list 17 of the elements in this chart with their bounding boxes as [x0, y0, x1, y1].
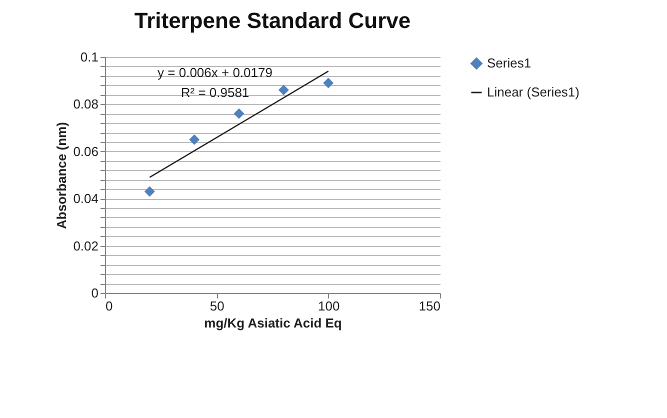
legend-label: Series1 [487, 56, 532, 70]
y-tick-label: 0.04 [73, 191, 98, 206]
x-axis-title: mg/Kg Asiatic Acid Eq [204, 316, 342, 330]
chart-title: Triterpene Standard Curve [134, 8, 411, 33]
x-tick-label: 0 [106, 298, 113, 314]
legend-label: Linear (Series1) [487, 84, 580, 100]
y-tick-label: 0 [91, 286, 98, 300]
annotation: R² = 0.9581 [180, 85, 250, 100]
x-tick-label: 50 [210, 298, 224, 314]
x-tick-label: 150 [418, 298, 440, 314]
y-tick-label: 0.1 [80, 50, 98, 64]
y-tick-label: 0.06 [73, 144, 98, 159]
y-tick-label: 0.02 [73, 238, 98, 254]
annotation: y = 0.006x + 0.0179 [158, 65, 272, 80]
x-tick-label: 100 [318, 298, 340, 314]
y-axis-title: Absorbance (nm) [54, 122, 70, 229]
y-tick-label: 0.08 [73, 96, 98, 112]
